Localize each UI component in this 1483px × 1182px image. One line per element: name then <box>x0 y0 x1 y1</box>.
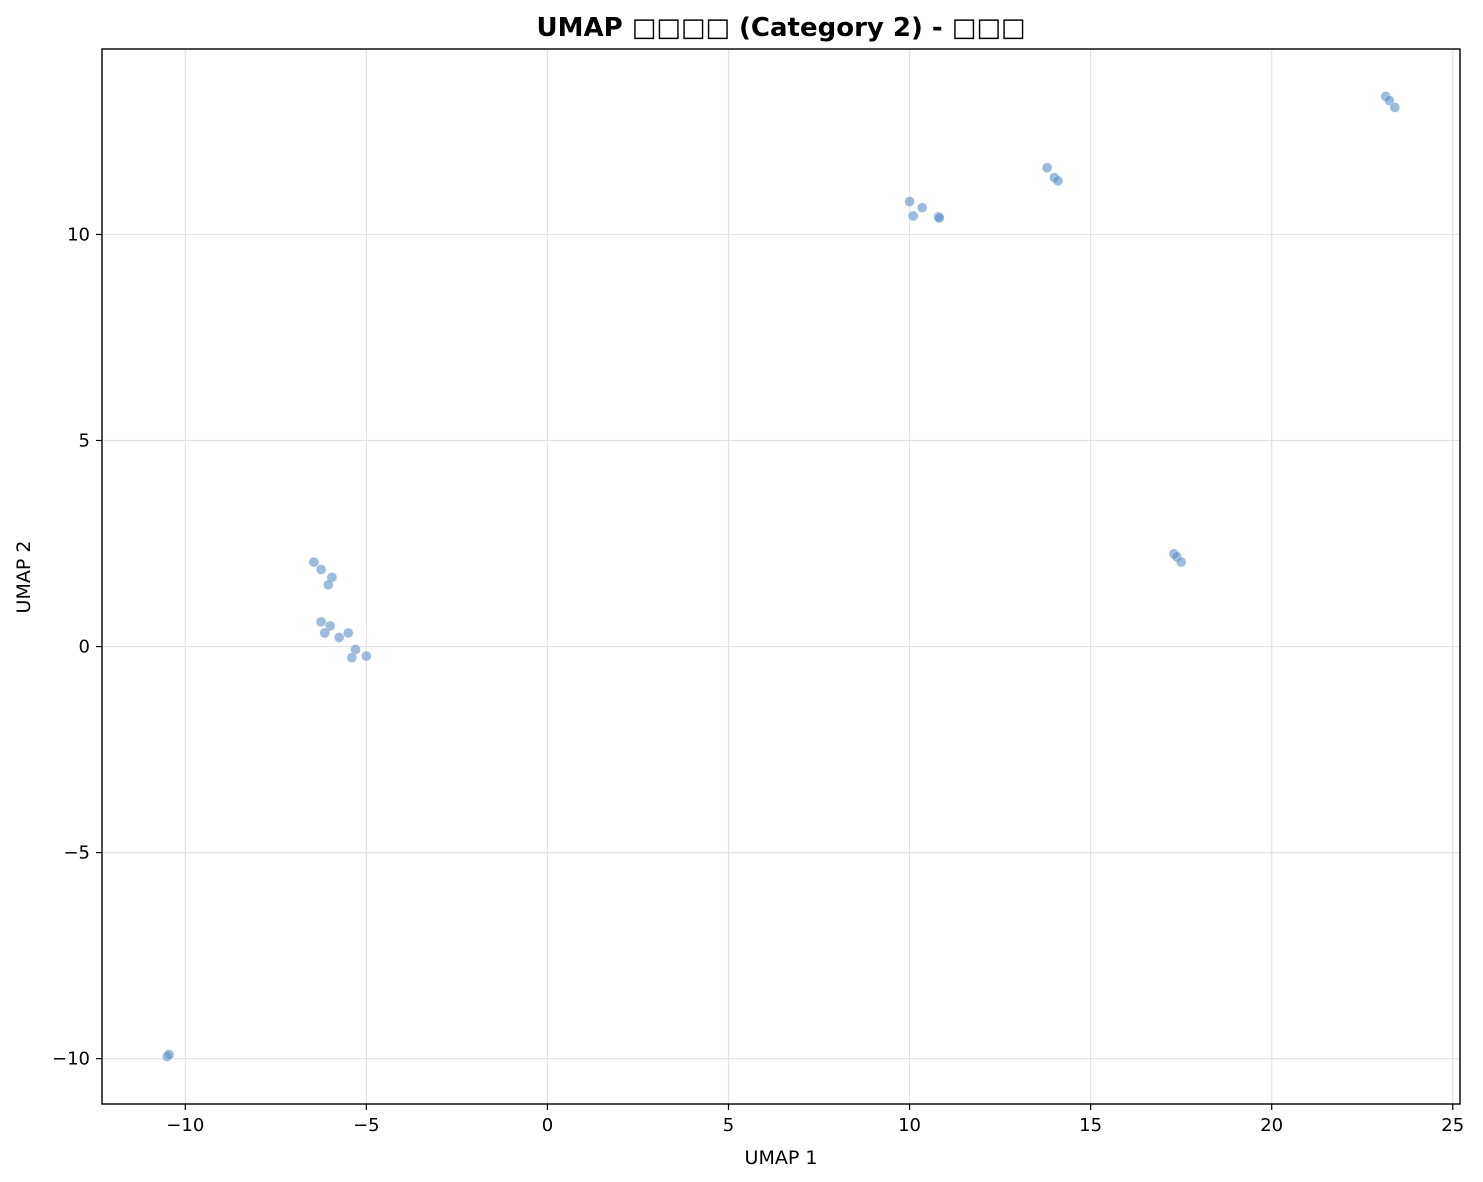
data-point <box>1041 162 1053 173</box>
data-point <box>904 196 915 207</box>
x-tick-label: 5 <box>723 1115 734 1136</box>
data-point <box>1175 556 1187 568</box>
data-point <box>916 202 928 213</box>
data-point <box>308 556 320 568</box>
x-tick-label: −10 <box>166 1115 204 1136</box>
data-points <box>161 91 1401 1062</box>
y-axis-label: UMAP 2 <box>13 541 35 614</box>
data-point <box>333 632 345 643</box>
data-point <box>933 212 945 224</box>
data-point <box>1052 175 1064 187</box>
y-tick-label: 5 <box>79 431 90 452</box>
grid <box>102 49 1460 1104</box>
data-point <box>163 1049 175 1060</box>
x-tick-label: 0 <box>542 1115 553 1136</box>
data-point <box>315 564 327 575</box>
data-point <box>361 650 372 662</box>
data-point <box>1384 95 1395 106</box>
data-point <box>323 579 334 591</box>
x-tick-label: −5 <box>353 1115 380 1136</box>
x-tick-label: 15 <box>1079 1115 1102 1136</box>
data-point <box>324 620 336 632</box>
data-point <box>342 627 354 639</box>
x-tick-label: 25 <box>1441 1115 1464 1136</box>
y-tick-label: 10 <box>67 224 90 245</box>
axis-ticks: −10 −5 0 5 10 15 20 25 −10 −5 0 5 10 <box>52 224 1464 1136</box>
x-tick-label: 20 <box>1260 1115 1283 1136</box>
x-axis-label: UMAP 1 <box>745 1147 818 1169</box>
chart-title: UMAP □□□□ (Category 2) - □□□ <box>537 13 1026 43</box>
data-point <box>346 652 358 663</box>
y-tick-label: 0 <box>79 637 90 658</box>
y-tick-label: −10 <box>52 1049 90 1070</box>
y-tick-label: −5 <box>63 843 90 864</box>
data-point <box>1389 102 1401 113</box>
x-tick-label: 10 <box>898 1115 921 1136</box>
data-point <box>907 210 919 222</box>
data-point <box>315 616 327 628</box>
data-point <box>319 627 331 639</box>
plot-frame <box>101 48 1461 1105</box>
